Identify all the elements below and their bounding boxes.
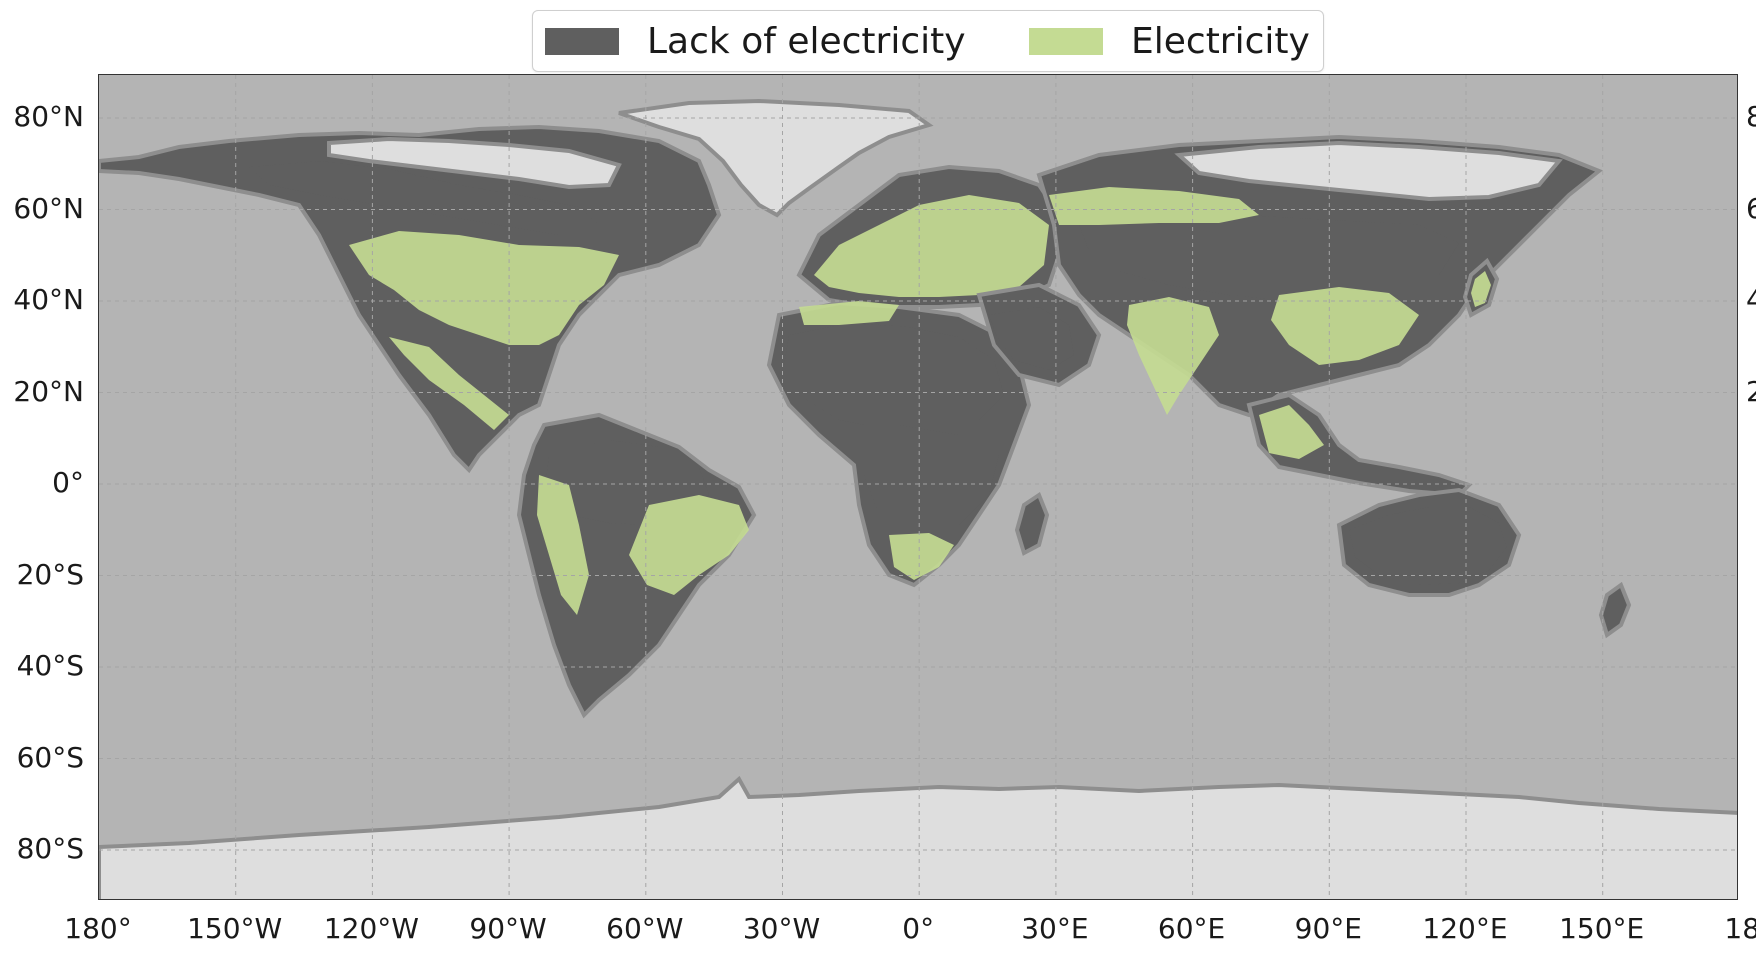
china-electricity-region xyxy=(1271,287,1419,365)
right-lat-label-partial-40n: 4 xyxy=(1746,283,1756,316)
arabia-lack-region xyxy=(989,307,1074,370)
lon-label-180: 180° xyxy=(64,912,132,945)
world-map-canvas xyxy=(99,75,1737,899)
electricity-label: Electricity xyxy=(1131,20,1310,62)
legend-item-lack-of-electricity: Lack of electricity xyxy=(545,11,966,71)
right-lat-label-partial-80n: 8 xyxy=(1746,100,1756,133)
lon-label-150e: 150°E xyxy=(1559,912,1645,945)
canada-lack-region xyxy=(249,161,599,235)
australia-lack-region xyxy=(1349,507,1507,585)
lon-label-60e: 60°E xyxy=(1157,912,1226,945)
sahara-lack-region xyxy=(784,323,1004,430)
lat-label-40s: 40°S xyxy=(16,649,84,682)
lat-label-40n: 40°N xyxy=(13,283,84,316)
new-zealand xyxy=(1598,581,1632,639)
india-electricity-region xyxy=(1127,297,1219,415)
usa-electricity-region xyxy=(349,231,619,345)
greenland xyxy=(618,98,934,218)
legend-item-electricity: Electricity xyxy=(1029,11,1310,71)
lon-label-150w: 150°W xyxy=(187,912,283,945)
japan-electricity-region xyxy=(1471,271,1491,307)
lon-label-30e: 30°E xyxy=(1021,912,1089,945)
lat-label-20s: 20°S xyxy=(16,557,84,591)
south-africa-electricity-region xyxy=(889,533,954,580)
north-africa-electricity-region xyxy=(799,301,899,325)
lat-label-equator: 0° xyxy=(52,466,84,499)
world-map xyxy=(98,74,1738,900)
southeast-asia-electricity-region xyxy=(1259,405,1324,459)
lack-of-electricity-swatch xyxy=(545,27,619,55)
right-lat-label-partial-20n: 2 xyxy=(1746,374,1756,408)
map-legend: Lack of electricity Electricity xyxy=(532,10,1324,72)
electricity-swatch xyxy=(1029,27,1103,55)
europe-electricity-region xyxy=(814,195,1049,297)
lat-label-80s: 80°S xyxy=(16,832,84,865)
lat-label-20n: 20°N xyxy=(13,374,84,408)
lack-of-electricity-label: Lack of electricity xyxy=(647,20,966,62)
andes-electricity-region xyxy=(537,475,589,615)
lat-label-80n: 80°N xyxy=(13,100,84,133)
graticule xyxy=(99,75,1737,899)
arctic-islands xyxy=(327,136,622,190)
lon-label-0: 0° xyxy=(902,912,935,945)
madagascar xyxy=(1014,491,1050,556)
mexico-electricity-region xyxy=(389,337,509,430)
lon-label-60w: 60°W xyxy=(606,912,684,945)
lon-label-90e: 90°E xyxy=(1294,912,1362,945)
lon-label-90w: 90°W xyxy=(469,912,547,945)
russia-electricity-band xyxy=(1049,187,1259,225)
lon-label-120w: 120°W xyxy=(323,912,419,945)
lat-label-60s: 60°S xyxy=(16,740,84,774)
antarctica xyxy=(99,775,1737,899)
lon-label-30w: 30°W xyxy=(742,912,821,945)
siberia-ice-region xyxy=(1174,140,1563,202)
lat-label-60n: 60°N xyxy=(13,191,84,225)
brazil-electricity-region xyxy=(629,495,749,595)
lon-label-120e: 120°E xyxy=(1422,912,1508,945)
central-asia-lack-region xyxy=(1079,213,1459,303)
right-lat-label-partial-60n: 6 xyxy=(1746,191,1756,225)
lon-label-180-partial: 18 xyxy=(1724,912,1756,945)
